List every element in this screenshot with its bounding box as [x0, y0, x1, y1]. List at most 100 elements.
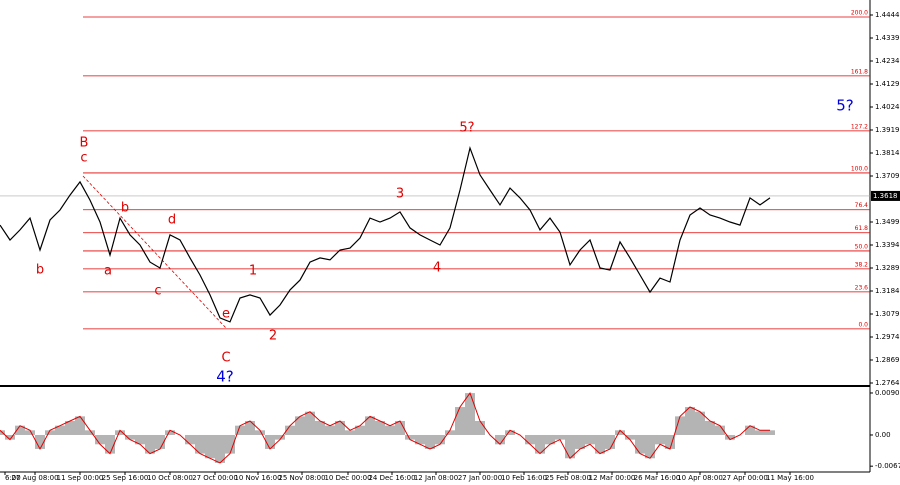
osc-bar: [755, 430, 765, 435]
wave-label: C: [221, 351, 230, 366]
osc-bar: [665, 434, 675, 449]
last-price-label: 1.3618: [873, 192, 898, 200]
x-tick-label: 25 Sep 16:00: [102, 474, 149, 482]
x-tick-label: 25 Feb 08:00: [545, 474, 591, 482]
y-tick-label: 1.3394: [875, 241, 900, 249]
osc-bar: [415, 434, 425, 445]
osc-bar: [715, 425, 725, 435]
osc-bar: [25, 430, 35, 435]
osc-bar: [115, 430, 125, 435]
wave-label: 5?: [836, 97, 854, 115]
fib-label: 0.0: [858, 321, 868, 328]
osc-bar: [325, 425, 335, 435]
x-tick-label: 12 Mar 00:00: [589, 474, 636, 482]
x-tick-label: 27 Jan 00:00: [458, 474, 502, 482]
osc-bar: [105, 434, 115, 454]
fib-label: 76.4: [855, 202, 869, 209]
osc-bar: [285, 425, 295, 435]
osc-bar: [245, 421, 255, 435]
osc-bar: [705, 421, 715, 435]
osc-bar: [305, 411, 315, 435]
wave-label: 4: [433, 261, 441, 276]
x-tick-label: 10 Feb 16:00: [501, 474, 547, 482]
osc-bar: [495, 434, 505, 445]
osc-bar: [575, 434, 585, 449]
osc-bar: [145, 434, 155, 454]
y-tick-label: 1.2764: [875, 379, 900, 387]
osc-bar: [605, 434, 615, 449]
osc-bar: [95, 434, 105, 445]
osc-bar: [375, 421, 385, 435]
osc-bar: [295, 416, 305, 435]
wave-label: d: [168, 213, 176, 228]
wave-label: 5?: [459, 121, 474, 136]
osc-bar: [615, 430, 625, 435]
osc-bar: [275, 434, 285, 440]
fib-label: 100.0: [851, 165, 868, 172]
wave-label: 3: [396, 187, 404, 202]
osc-bar: [645, 434, 655, 459]
y-tick-label: 1.3289: [875, 264, 900, 272]
x-tick-label: 27 Apr 00:00: [722, 474, 768, 482]
wave-label: 4?: [216, 368, 234, 386]
osc-bar: [255, 430, 265, 435]
x-tick-label: 24 Dec 16:00: [368, 474, 415, 482]
osc-bar: [365, 416, 375, 435]
osc-bar: [635, 434, 645, 454]
osc-y-tick-label: -0.00670: [875, 462, 900, 470]
osc-bar: [675, 416, 685, 435]
x-tick-label: 10 Apr 08:00: [677, 474, 723, 482]
y-tick-label: 1.3709: [875, 172, 900, 180]
osc-bar: [585, 434, 595, 445]
fib-label: 200.0: [851, 9, 868, 16]
osc-bar: [205, 434, 215, 459]
wave-label: e: [222, 307, 230, 322]
osc-bar: [445, 430, 455, 435]
y-tick-label: 1.2974: [875, 333, 900, 341]
osc-bar: [155, 434, 165, 449]
wave-label: b: [36, 263, 44, 278]
osc-bar: [505, 430, 515, 435]
osc-bar: [395, 421, 405, 435]
osc-bar: [545, 434, 555, 445]
osc-bar: [185, 434, 195, 445]
osc-line: [0, 392, 770, 464]
osc-bar: [235, 425, 245, 435]
osc-bar: [55, 425, 65, 435]
x-tick-label: 27 Oct 00:00: [192, 474, 238, 482]
osc-bar: [35, 434, 45, 449]
osc-bar: [265, 434, 275, 449]
osc-bar: [225, 434, 235, 454]
x-tick-label: 25 Nov 08:00: [278, 474, 325, 482]
y-tick-label: 1.4129: [875, 80, 900, 88]
osc-bar: [565, 434, 575, 459]
osc-bar: [315, 421, 325, 435]
osc-bar: [555, 434, 565, 440]
x-tick-label: 27 Aug 08:00: [11, 474, 58, 482]
osc-bar: [335, 421, 345, 435]
y-tick-label: 1.2869: [875, 356, 900, 364]
osc-bar: [355, 425, 365, 435]
osc-bar: [475, 421, 485, 435]
fib-label: 61.8: [855, 225, 869, 232]
y-tick-label: 1.4234: [875, 57, 900, 65]
osc-bar: [75, 416, 85, 435]
x-tick-label: 26 Mar 16:00: [634, 474, 681, 482]
y-tick-label: 1.4024: [875, 103, 900, 111]
x-tick-label: 11 May 16:00: [766, 474, 814, 482]
wave-label: 2: [269, 329, 277, 344]
y-tick-label: 1.4444: [875, 11, 900, 19]
osc-bar: [535, 434, 545, 454]
osc-bar: [745, 425, 755, 435]
osc-bar: [345, 430, 355, 435]
fib-label: 127.2: [851, 123, 868, 130]
wave-label: b: [121, 201, 129, 216]
osc-bar: [685, 407, 695, 435]
osc-bar: [385, 425, 395, 435]
osc-bar: [625, 434, 635, 440]
fib-label: 50.0: [855, 243, 869, 250]
osc-bar: [765, 430, 775, 435]
osc-bar: [455, 407, 465, 435]
osc-bar: [435, 434, 445, 445]
x-tick-label: 10 Nov 16:00: [234, 474, 281, 482]
